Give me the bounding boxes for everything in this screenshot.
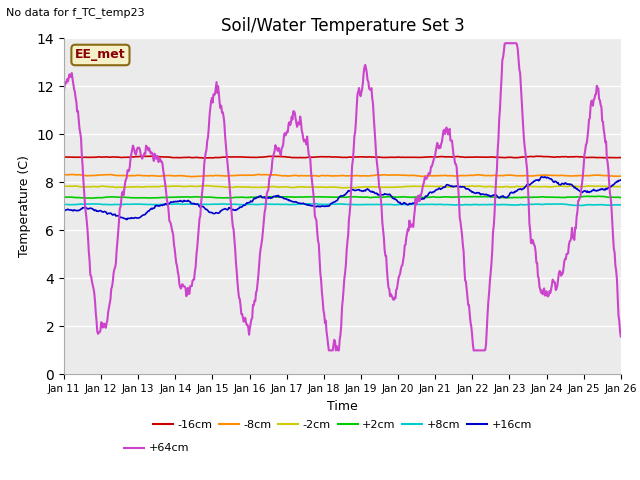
+64cm xyxy=(70,86,78,92)
-8cm xyxy=(412,173,419,179)
-2cm xyxy=(184,183,192,189)
+8cm xyxy=(617,202,625,208)
-2cm xyxy=(412,183,419,189)
+16cm xyxy=(538,174,546,180)
+8cm xyxy=(60,202,68,207)
-8cm xyxy=(60,172,68,178)
+64cm xyxy=(428,164,435,169)
+8cm xyxy=(214,201,221,207)
+2cm xyxy=(617,194,625,200)
Y-axis label: Temperature (C): Temperature (C) xyxy=(18,156,31,257)
-16cm xyxy=(412,155,419,160)
+8cm xyxy=(312,201,320,206)
+64cm xyxy=(184,285,192,291)
-2cm xyxy=(617,184,625,190)
Line: +16cm: +16cm xyxy=(64,177,621,220)
-8cm xyxy=(184,173,192,179)
+16cm xyxy=(428,190,435,195)
-8cm xyxy=(70,172,78,178)
+16cm xyxy=(185,198,193,204)
+16cm xyxy=(128,215,136,221)
+8cm xyxy=(184,201,192,207)
Text: EE_met: EE_met xyxy=(75,48,126,61)
-2cm xyxy=(70,183,78,189)
-16cm xyxy=(215,155,223,160)
+8cm xyxy=(70,202,78,207)
+64cm xyxy=(325,348,333,353)
+16cm xyxy=(123,217,131,223)
X-axis label: Time: Time xyxy=(327,400,358,413)
-16cm xyxy=(127,154,135,160)
+8cm xyxy=(127,201,135,207)
-16cm xyxy=(70,155,78,160)
+2cm xyxy=(70,194,78,200)
-8cm xyxy=(428,173,436,179)
-8cm xyxy=(255,171,263,177)
-2cm xyxy=(204,183,211,189)
-8cm xyxy=(188,174,196,180)
-8cm xyxy=(214,173,222,179)
+16cm xyxy=(60,208,68,214)
Line: -16cm: -16cm xyxy=(64,156,621,158)
+16cm xyxy=(214,210,222,216)
-16cm xyxy=(146,153,154,159)
-16cm xyxy=(185,155,193,160)
Line: +8cm: +8cm xyxy=(64,204,621,205)
+64cm xyxy=(214,90,221,96)
-2cm xyxy=(338,185,346,191)
Line: +64cm: +64cm xyxy=(64,43,621,350)
+64cm xyxy=(617,334,625,339)
+64cm xyxy=(502,40,509,46)
-2cm xyxy=(127,184,135,190)
+64cm xyxy=(411,207,419,213)
+8cm xyxy=(577,203,585,208)
+2cm xyxy=(128,195,136,201)
+16cm xyxy=(70,207,78,213)
Text: No data for f_TC_temp23: No data for f_TC_temp23 xyxy=(6,7,145,18)
Legend: +64cm: +64cm xyxy=(120,439,193,458)
+64cm xyxy=(60,87,68,93)
Line: -2cm: -2cm xyxy=(64,186,621,188)
-2cm xyxy=(214,184,222,190)
-16cm xyxy=(60,154,68,160)
+2cm xyxy=(428,194,435,200)
-8cm xyxy=(127,173,135,179)
-16cm xyxy=(199,155,207,161)
+64cm xyxy=(127,151,135,157)
-2cm xyxy=(60,183,68,189)
+2cm xyxy=(89,195,97,201)
+2cm xyxy=(411,194,419,200)
-16cm xyxy=(428,154,436,160)
+2cm xyxy=(60,194,68,200)
Title: Soil/Water Temperature Set 3: Soil/Water Temperature Set 3 xyxy=(221,17,464,36)
+8cm xyxy=(428,202,435,207)
+2cm xyxy=(214,195,222,201)
+2cm xyxy=(185,194,193,200)
+16cm xyxy=(617,177,625,183)
+2cm xyxy=(595,193,602,199)
Line: -8cm: -8cm xyxy=(64,174,621,177)
+16cm xyxy=(411,200,419,205)
Line: +2cm: +2cm xyxy=(64,196,621,198)
+8cm xyxy=(411,202,419,207)
-2cm xyxy=(428,183,436,189)
-16cm xyxy=(617,155,625,160)
-8cm xyxy=(617,173,625,179)
